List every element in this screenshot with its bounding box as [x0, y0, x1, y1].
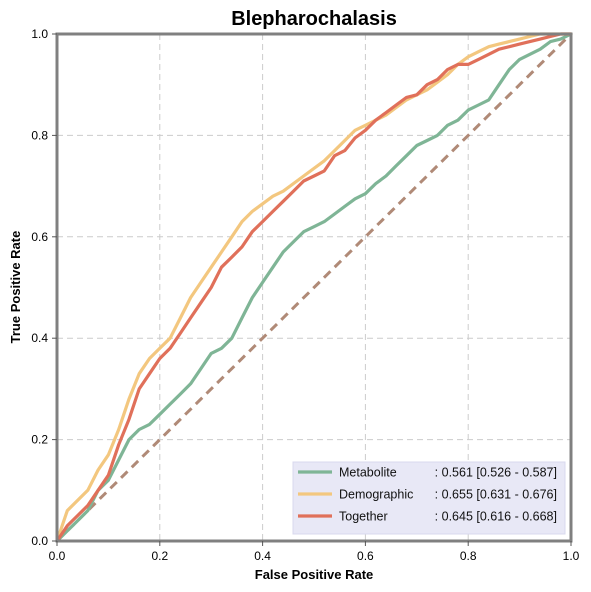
x-tick-label: 1.0 — [563, 549, 580, 563]
y-tick-label: 0.4 — [31, 331, 48, 345]
legend-label-metabolite: Metabolite — [339, 466, 397, 480]
y-tick-label: 1.0 — [31, 27, 48, 41]
grid — [57, 34, 571, 541]
y-tick-labels: 0.0 0.2 0.4 0.6 0.8 1.0 — [31, 27, 48, 548]
x-tick-label: 0.4 — [254, 549, 271, 563]
chance-line — [55, 32, 573, 543]
legend-label-together: Together — [339, 510, 388, 524]
legend-box — [292, 461, 566, 535]
roc-curve-demographic — [55, 32, 573, 543]
chart-title: Blepharochalasis — [231, 8, 397, 30]
legend-label-demographic: Demographic — [339, 488, 413, 502]
y-tick-label: 0.8 — [31, 128, 48, 142]
reference-line-group — [55, 32, 573, 543]
legend-stats-metabolite: : 0.561 [0.526 - 0.587] — [435, 466, 557, 480]
y-tick-label: 0.0 — [31, 534, 48, 548]
legend-stats-together: : 0.645 [0.616 - 0.668] — [435, 510, 557, 524]
y-tick-label: 0.2 — [31, 433, 48, 447]
x-tick-label: 0.6 — [357, 549, 374, 563]
x-axis-label: False Positive Rate — [255, 567, 374, 582]
roc-curve-together — [55, 32, 573, 543]
plot-frame — [55, 32, 573, 543]
x-tick-label: 0.2 — [151, 549, 168, 563]
tick-marks — [52, 33, 572, 546]
legend: Metabolite : 0.561 [0.526 - 0.587] Demogra… — [292, 461, 566, 535]
x-tick-labels: 0.0 0.2 0.4 0.6 0.8 1.0 — [49, 549, 580, 563]
y-tick-label: 0.6 — [31, 230, 48, 244]
y-axis-label: True Positive Rate — [8, 231, 23, 344]
series-lines — [55, 32, 573, 543]
x-tick-label: 0.0 — [49, 549, 66, 563]
legend-stats-demographic: : 0.655 [0.631 - 0.676] — [435, 488, 557, 502]
roc-curve-metabolite — [55, 32, 573, 543]
x-tick-label: 0.8 — [460, 549, 477, 563]
